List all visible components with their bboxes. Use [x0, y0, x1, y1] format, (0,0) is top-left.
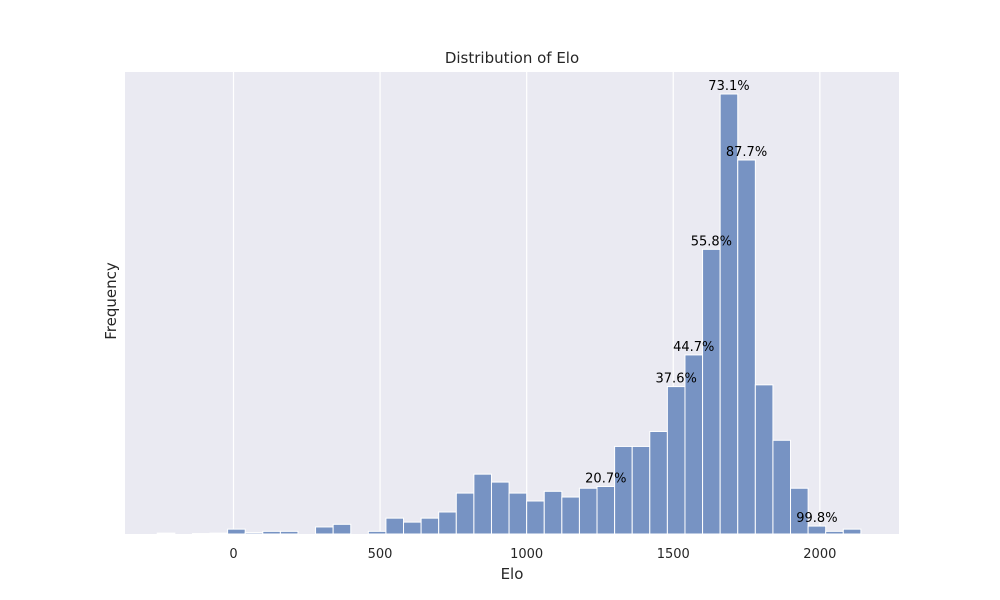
histogram-bar	[772, 439, 792, 535]
histogram-bar	[825, 530, 844, 535]
bar-percentile-label: 37.6%	[656, 372, 697, 387]
histogram-bar	[807, 525, 827, 535]
bar-percentile-label: 55.8%	[691, 234, 732, 249]
histogram-bar	[719, 93, 739, 535]
histogram-bar	[385, 517, 405, 535]
bar-percentile-label: 87.7%	[726, 145, 767, 160]
histogram-bar	[561, 496, 580, 535]
chart-title: Distribution of Elo	[445, 49, 579, 67]
gridlines	[232, 72, 821, 534]
x-ticks: 0 500 1000 1500 2000	[229, 547, 836, 562]
data-labels: 20.7% 37.6% 44.7% 55.8% 73.1% 87.7% 99.8%	[585, 79, 837, 526]
histogram-bar	[403, 521, 422, 535]
histogram-bar	[473, 473, 492, 535]
histogram-bar	[367, 530, 387, 535]
histogram-bar	[209, 532, 229, 535]
bar-percentile-label: 99.8%	[796, 511, 837, 526]
bars	[156, 93, 862, 535]
histogram-bar	[596, 485, 616, 535]
x-axis-label: Elo	[501, 565, 524, 583]
bar-percentile-label: 73.1%	[708, 79, 749, 94]
histogram-bar	[702, 248, 721, 535]
histogram-bar	[578, 487, 598, 535]
histogram-bar	[332, 523, 352, 535]
histogram-bar	[455, 492, 475, 535]
histogram-bar	[262, 530, 281, 535]
histogram-bar	[842, 528, 862, 535]
histogram-bar	[614, 445, 633, 535]
histogram-bar	[790, 487, 809, 535]
histogram-bar	[438, 511, 457, 535]
histogram-bar	[754, 384, 774, 535]
bar-percentile-label: 44.7%	[673, 340, 714, 355]
x-tick-label: 500	[368, 547, 393, 562]
x-tick-label: 1500	[657, 547, 690, 562]
bar-percentile-label: 20.7%	[585, 471, 626, 486]
y-axis-label: Frequency	[102, 262, 120, 340]
histogram-bar	[649, 430, 668, 535]
x-tick-label: 0	[229, 547, 237, 562]
histogram-bar	[737, 159, 756, 535]
x-tick-label: 2000	[803, 547, 836, 562]
histogram-bar	[156, 532, 176, 535]
histogram-bar	[508, 492, 528, 535]
histogram-bar	[279, 530, 299, 535]
histogram-bar	[666, 386, 686, 535]
histogram-bar	[631, 445, 651, 535]
histogram-bar	[543, 490, 563, 535]
histogram-bar	[227, 528, 246, 535]
histogram-bar	[244, 532, 264, 535]
x-tick-label: 1000	[510, 547, 543, 562]
histogram-bar	[490, 481, 510, 535]
histogram-bar	[420, 517, 440, 535]
histogram-bar	[526, 500, 545, 535]
histogram-bar	[315, 526, 334, 535]
